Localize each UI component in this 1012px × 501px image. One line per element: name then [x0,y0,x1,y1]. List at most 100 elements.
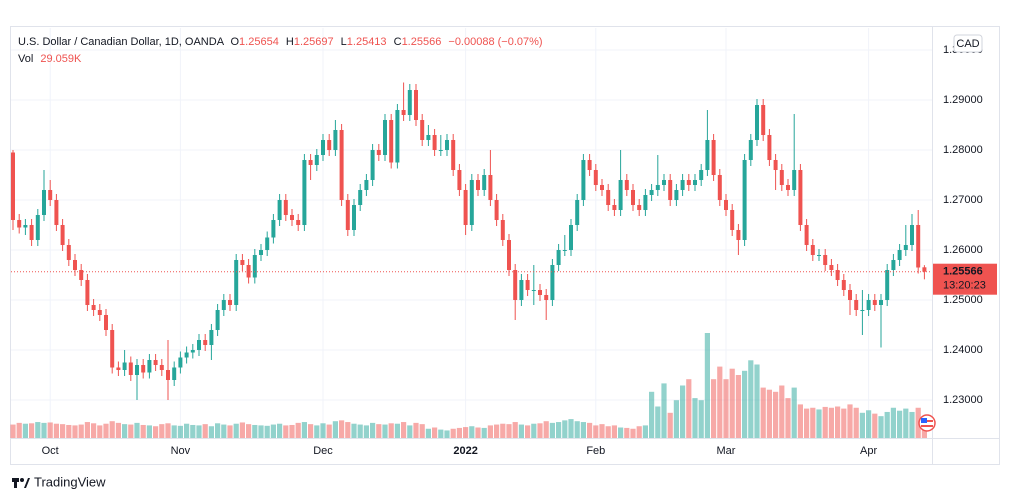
volume-bar [78,424,84,438]
volume-bar [921,425,927,438]
flag-canton [921,418,927,423]
volume-bar [463,427,469,438]
volume-bar [822,406,828,438]
chart-frame [10,26,1000,465]
candle-body [314,155,319,165]
volume-bar [326,424,332,438]
volume-bar [246,424,252,438]
candle-body [420,120,425,140]
volume-bar [723,379,729,438]
candle-body [128,362,133,375]
candle-body [643,195,648,210]
volume-bar [320,423,326,438]
volume-bar [859,412,865,438]
volume-bar [512,422,518,438]
candle-body [376,150,381,155]
volume-value: 29.059K [40,53,82,65]
candle-body [618,180,623,210]
volume-bar [655,406,661,438]
volume-bar [444,430,450,438]
candle-body [779,170,784,185]
candle-body [693,180,697,185]
candle-body [531,290,536,291]
candle-body [538,290,542,295]
candle-body [897,250,902,260]
candle-body [228,300,232,305]
candle-body [600,185,604,190]
candle-body [221,300,226,310]
volume-bar [742,370,748,438]
candle-body [240,260,245,265]
ohlc-value: 1.25413 [347,36,387,48]
y-tick-label: 1.28000 [943,144,983,156]
volume-bar [301,422,307,438]
candle-body [364,180,369,190]
volume-pane [10,333,927,438]
candle-body [401,110,406,115]
volume-bar [562,420,568,438]
candle-body [153,360,158,365]
volume-bar [587,422,593,438]
candle-body [587,160,592,170]
volume-bar [115,422,121,438]
candle-body [54,200,59,225]
candle-body [271,220,276,238]
logo-shape [20,478,24,482]
candle-body [724,200,728,210]
volume-bar [543,421,549,438]
volume-bar [388,423,394,438]
candle-body [637,205,642,210]
volume-bar [432,427,438,438]
candle-body [507,240,511,270]
candle-body [885,270,890,300]
volume-bar [376,424,382,438]
y-tick-label: 1.26000 [943,244,983,256]
volume-bar [165,423,171,438]
volume-bar [22,423,28,438]
candle-body [91,305,96,310]
ohlc-value: 1.25654 [239,36,279,48]
volume-bar [289,424,295,438]
candle-body [891,260,896,270]
volume-bar [252,424,258,438]
countdown-label: 13:20:23 [943,280,986,292]
candle-body [383,120,387,155]
volume-bar [407,425,413,438]
volume-bar [103,423,109,438]
candle-body [792,170,797,190]
candle-body [333,130,338,150]
candle-body [761,105,766,135]
candle-body [786,185,790,190]
currency-label: CAD [956,38,979,50]
volume-bar [450,428,456,438]
volume-bar [10,424,16,438]
volume-bar [140,424,146,438]
candle-body [581,160,586,200]
volume-bar [884,411,890,438]
candles [11,82,932,400]
candle-body [903,245,908,250]
candle-body [699,170,704,180]
volume-bar [29,423,35,438]
candle-body [283,200,288,215]
candle-body [879,300,883,305]
volume-bar [233,423,239,438]
candle-body [513,270,518,300]
candle-body [755,105,759,140]
volume-bar [785,398,791,438]
change-value: −0.00088 (−0.07%) [448,36,542,48]
volume-bar [394,423,400,438]
price-axis: 1.23000 1.24000 1.25000 1.26000 1.27000 1.280… [42,44,997,457]
ohlc-label: C [394,36,402,48]
volume-bar [642,425,648,438]
candle-body [624,180,629,190]
volume-bar [425,428,431,438]
volume-bar [828,407,834,438]
candle-body [259,250,263,255]
volume-bar [797,404,803,438]
candle-body [277,200,282,220]
candle-body [432,135,437,150]
candle-body [296,220,301,225]
legend-row: U.S. Dollar / Canadian Dollar, 1D, OANDA… [18,36,543,48]
